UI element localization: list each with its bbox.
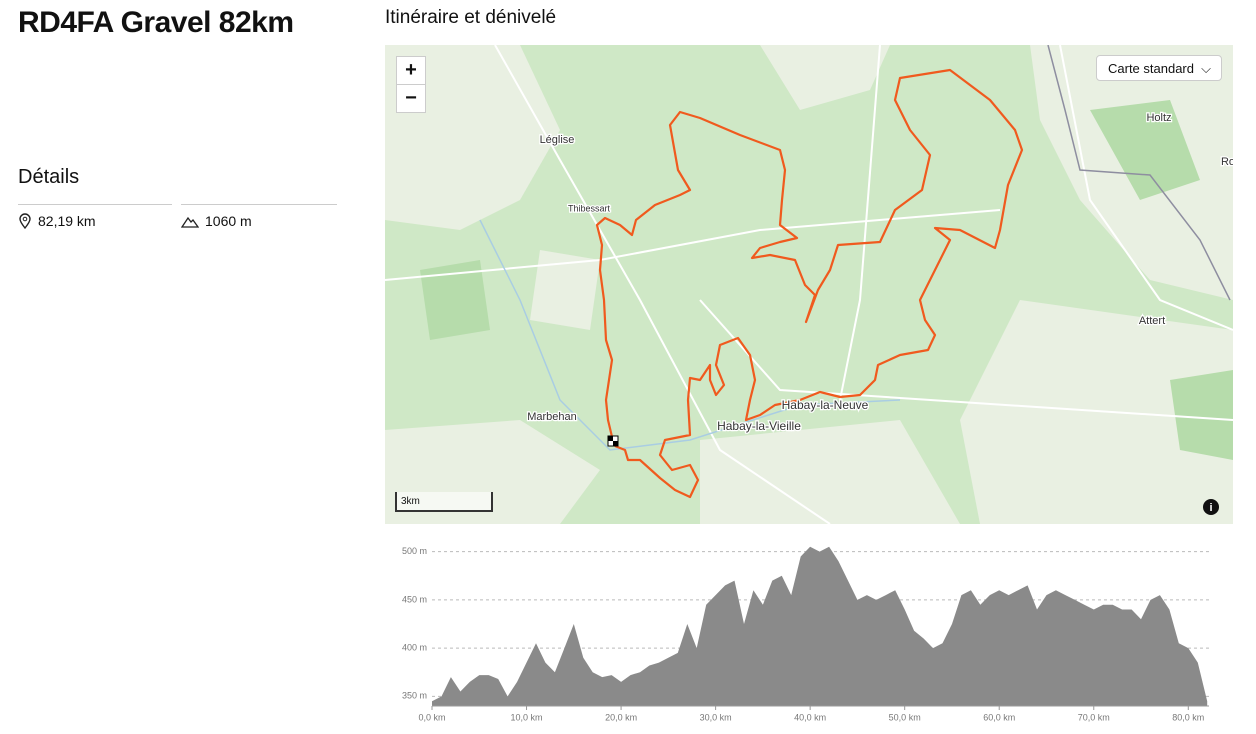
elevation-area <box>432 546 1208 706</box>
x-tick-label: 50,0 km <box>889 712 921 722</box>
route-title: RD4FA Gravel 82km <box>18 6 294 39</box>
zoom-out[interactable]: − <box>396 84 426 113</box>
elevation-stat: 1060 m <box>181 213 252 229</box>
mountain-icon <box>181 216 199 228</box>
place-label: Habay-la-Vieille <box>717 419 801 433</box>
map-heading: Itinéraire et dénivelé <box>385 7 557 28</box>
details-heading: Détails <box>18 166 80 188</box>
divider <box>18 204 172 205</box>
place-label: Holtz <box>1146 112 1171 124</box>
zoom-in[interactable]: + <box>396 56 426 85</box>
place-label: Léglise <box>540 134 575 146</box>
x-tick-label: 60,0 km <box>983 712 1015 722</box>
scale-bar: 3km <box>395 492 493 512</box>
place-label: Attert <box>1139 315 1165 327</box>
elevation-gain: 1060 m <box>205 213 252 229</box>
svg-text:i: i <box>1209 502 1212 514</box>
pin-icon <box>19 213 31 229</box>
x-tick-label: 10,0 km <box>511 712 543 722</box>
divider <box>181 204 337 205</box>
y-tick-label: 400 m <box>402 642 427 652</box>
chevron: ⌵ <box>1201 61 1211 76</box>
place-label: Habay-la-Neuve <box>782 398 869 412</box>
map-style: Carte standard <box>1108 61 1194 76</box>
map: Léglise Thibessart Holtz Ro Attert Habay-la-N… <box>385 45 1233 524</box>
x-tick-label: 30,0 km <box>700 712 732 722</box>
place-label: Ro <box>1221 156 1233 168</box>
x-tick-label: 0,0 km <box>418 712 445 722</box>
place-label: Marbehan <box>527 411 577 423</box>
x-tick-label: 80,0 km <box>1172 712 1204 722</box>
place-label: Thibessart <box>568 203 611 213</box>
y-tick-label: 500 m <box>402 546 427 556</box>
y-tick-label: 350 m <box>402 691 427 701</box>
distance: 82,19 km <box>38 213 96 229</box>
x-tick-label: 40,0 km <box>794 712 826 722</box>
x-tick-label: 20,0 km <box>605 712 637 722</box>
map-style-dropdown[interactable]: Carte standard ⌵ <box>1096 55 1222 81</box>
y-tick-label: 450 m <box>402 594 427 604</box>
distance-stat: 82,19 km <box>18 213 96 229</box>
x-tick-label: 70,0 km <box>1078 712 1110 722</box>
